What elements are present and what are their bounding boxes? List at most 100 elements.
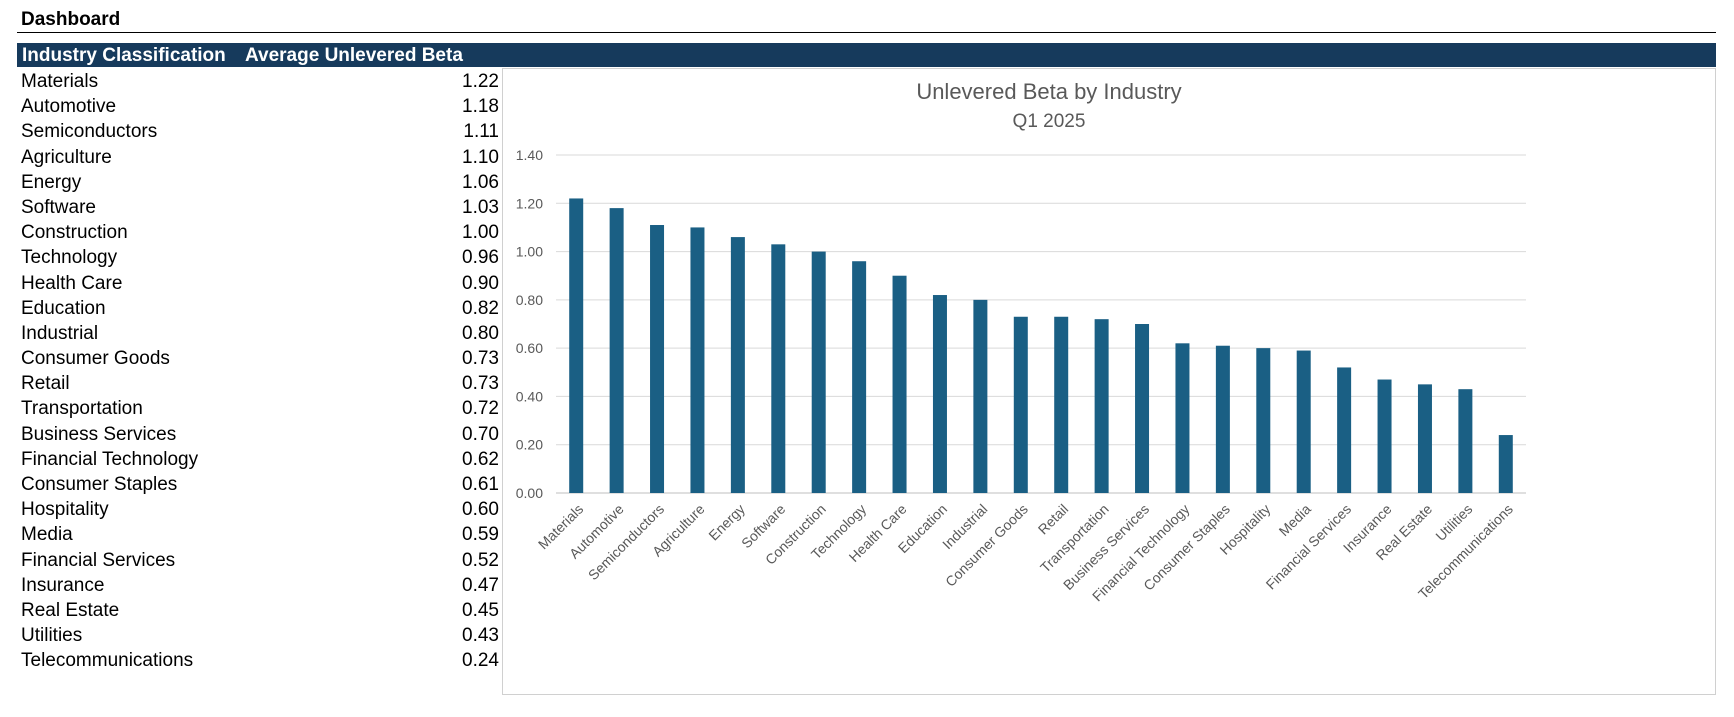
bar[interactable] <box>932 295 947 493</box>
bar[interactable] <box>1094 319 1109 493</box>
table-row[interactable]: Utilities 0.43 <box>17 624 499 649</box>
beta-cell[interactable]: 0.52 <box>462 549 499 571</box>
bar[interactable] <box>811 251 826 493</box>
bar[interactable] <box>1135 324 1150 493</box>
table-row[interactable]: Energy 1.06 <box>17 171 499 196</box>
table-row[interactable]: Industrial 0.80 <box>17 322 499 347</box>
beta-cell[interactable]: 0.60 <box>462 499 499 521</box>
industry-cell[interactable]: Education <box>21 297 106 319</box>
bar[interactable] <box>1498 435 1513 493</box>
table-row[interactable]: Software 1.03 <box>17 196 499 221</box>
table-row[interactable]: Media 0.59 <box>17 523 499 548</box>
table-row[interactable]: Financial Services 0.52 <box>17 549 499 574</box>
beta-cell[interactable]: 1.18 <box>462 96 499 118</box>
industry-cell[interactable]: Hospitality <box>21 499 109 521</box>
industry-cell[interactable]: Financial Technology <box>21 448 199 470</box>
table-row[interactable]: Transportation 0.72 <box>17 397 499 422</box>
beta-cell[interactable]: 0.59 <box>462 524 499 546</box>
table-row[interactable]: Construction 1.00 <box>17 221 499 246</box>
industry-cell[interactable]: Consumer Goods <box>21 348 170 370</box>
industry-cell[interactable]: Agriculture <box>21 146 112 168</box>
industry-cell[interactable]: Software <box>21 196 96 218</box>
bar[interactable] <box>892 275 907 493</box>
table-row[interactable]: Semiconductors 1.11 <box>17 120 499 145</box>
bar[interactable] <box>1215 345 1230 493</box>
beta-cell[interactable]: 0.72 <box>462 398 499 420</box>
beta-cell[interactable]: 1.03 <box>462 196 499 218</box>
industry-cell[interactable]: Utilities <box>21 625 83 647</box>
table-row[interactable]: Health Care 0.90 <box>17 272 499 297</box>
beta-cell[interactable]: 0.73 <box>462 348 499 370</box>
bar[interactable] <box>1458 389 1473 493</box>
table-row[interactable]: Real Estate 0.45 <box>17 599 499 624</box>
bar[interactable] <box>973 299 988 493</box>
table-row[interactable]: Telecommunications 0.24 <box>17 649 499 674</box>
chart-container[interactable]: Unlevered Beta by Industry Q1 2025 0.00 0… <box>502 68 1716 695</box>
table-row[interactable]: Materials 1.22 <box>17 70 499 95</box>
table-row[interactable]: Technology 0.96 <box>17 246 499 271</box>
beta-cell[interactable]: 0.47 <box>462 574 499 596</box>
gridlines <box>556 154 1526 494</box>
beta-cell[interactable]: 1.00 <box>462 222 499 244</box>
bar[interactable] <box>730 237 745 493</box>
industry-cell[interactable]: Health Care <box>21 272 123 294</box>
beta-cell[interactable]: 0.61 <box>462 474 499 495</box>
industry-cell[interactable]: Insurance <box>21 574 105 596</box>
beta-cell[interactable]: 0.73 <box>462 373 499 395</box>
industry-cell[interactable]: Semiconductors <box>21 121 158 143</box>
beta-cell[interactable]: 0.82 <box>462 297 499 319</box>
table-row[interactable]: Education 0.82 <box>17 297 499 322</box>
bar[interactable] <box>771 244 786 493</box>
industry-cell[interactable]: Energy <box>21 171 82 193</box>
bar[interactable] <box>1337 367 1352 493</box>
bar[interactable] <box>1054 316 1069 493</box>
industry-cell[interactable]: Media <box>21 524 73 546</box>
table-row[interactable]: Retail 0.73 <box>17 372 499 397</box>
beta-cell[interactable]: 1.06 <box>462 171 499 193</box>
bar[interactable] <box>609 208 624 493</box>
beta-cell[interactable]: 0.90 <box>462 272 499 294</box>
table-row[interactable]: Automotive 1.18 <box>17 95 499 120</box>
beta-cell[interactable]: 0.80 <box>462 322 499 344</box>
beta-cell[interactable]: 1.11 <box>463 121 499 143</box>
beta-cell[interactable]: 0.62 <box>462 448 499 470</box>
table-row[interactable]: Hospitality 0.60 <box>17 498 499 523</box>
bar[interactable] <box>569 198 584 493</box>
bar[interactable] <box>650 225 665 493</box>
beta-cell[interactable]: 0.45 <box>462 599 499 621</box>
table-row[interactable]: Business Services 0.70 <box>17 423 499 448</box>
beta-cell[interactable]: 0.24 <box>462 650 499 672</box>
industry-cell[interactable]: Consumer Staples <box>21 474 178 495</box>
industry-cell[interactable]: Construction <box>21 222 128 244</box>
table-row[interactable]: Agriculture 1.10 <box>17 146 499 171</box>
beta-cell[interactable]: 0.43 <box>462 625 499 647</box>
industry-cell[interactable]: Industrial <box>21 322 99 344</box>
bar[interactable] <box>1013 316 1028 493</box>
bar[interactable] <box>852 261 867 493</box>
bar[interactable] <box>690 227 705 493</box>
bar[interactable] <box>1256 348 1271 493</box>
industry-cell[interactable]: Technology <box>21 247 118 269</box>
header-average-unlevered-beta[interactable]: Average Unlevered Beta <box>245 45 463 66</box>
bar[interactable] <box>1417 384 1432 493</box>
header-industry-classification[interactable]: Industry Classification <box>22 45 226 66</box>
beta-cell[interactable]: 0.70 <box>462 423 499 445</box>
bar[interactable] <box>1296 350 1311 493</box>
industry-cell[interactable]: Automotive <box>21 96 117 118</box>
industry-cell[interactable]: Transportation <box>21 398 143 420</box>
beta-cell[interactable]: 0.96 <box>462 247 499 269</box>
industry-cell[interactable]: Business Services <box>21 423 177 445</box>
industry-cell[interactable]: Retail <box>21 373 70 395</box>
table-row[interactable]: Insurance 0.47 <box>17 574 499 599</box>
industry-cell[interactable]: Real Estate <box>21 599 120 621</box>
table-row[interactable]: Consumer Goods 0.73 <box>17 347 499 372</box>
beta-cell[interactable]: 1.10 <box>462 146 499 168</box>
bar[interactable] <box>1377 379 1392 493</box>
table-row[interactable]: Consumer Staples 0.61 <box>17 473 499 498</box>
bar[interactable] <box>1175 343 1190 493</box>
industry-cell[interactable]: Materials <box>21 71 99 92</box>
industry-cell[interactable]: Financial Services <box>21 549 176 571</box>
beta-cell[interactable]: 1.22 <box>462 71 499 92</box>
table-row[interactable]: Financial Technology 0.62 <box>17 448 499 473</box>
industry-cell[interactable]: Telecommunications <box>21 650 194 672</box>
